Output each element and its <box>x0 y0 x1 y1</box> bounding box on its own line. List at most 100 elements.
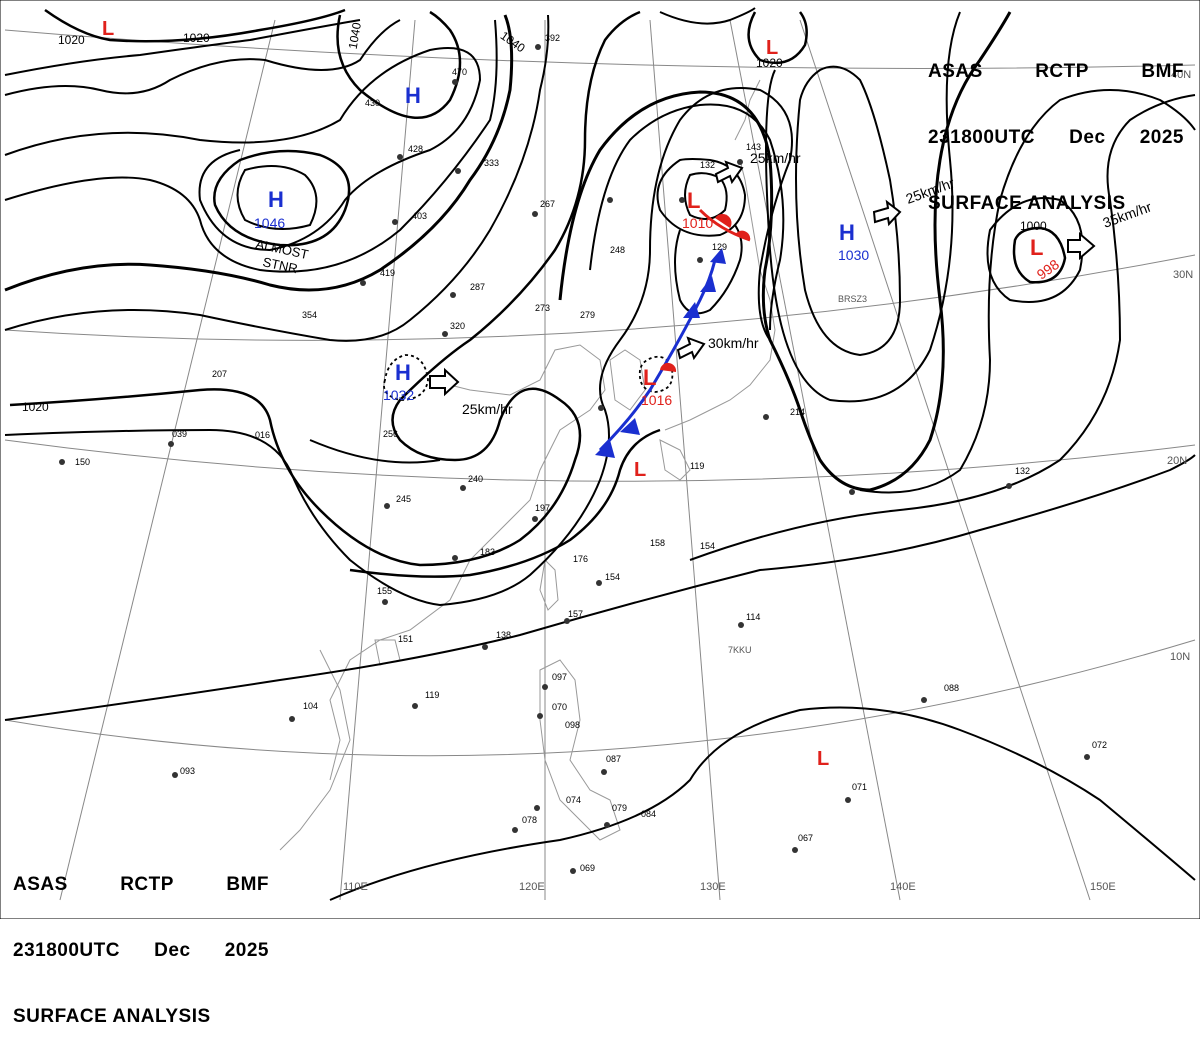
station-value: 071 <box>852 782 867 792</box>
low-center-value: 1016 <box>641 392 672 408</box>
station-value: 093 <box>180 766 195 776</box>
header-product: SURFACE ANALYSIS <box>13 1006 211 1027</box>
isobar-label: 1000 <box>1020 219 1047 233</box>
station-value: 069 <box>580 863 595 873</box>
low-center-letter: L <box>766 37 778 59</box>
station-value: 074 <box>566 795 581 805</box>
header-agency: ASAS <box>13 874 68 895</box>
station-value: 138 <box>496 630 511 640</box>
isobar <box>4 47 482 252</box>
isobar <box>4 87 793 607</box>
high-center-value: 1030 <box>838 247 869 263</box>
isobar <box>4 14 550 342</box>
station-value: 119 <box>425 690 439 700</box>
high-center-letter: H <box>268 187 284 212</box>
station-value: 143 <box>746 142 761 152</box>
station-value: 403 <box>412 211 427 221</box>
ship-id: 7KKU <box>728 645 752 655</box>
longitude-label: 120E <box>519 881 545 893</box>
longitude-label: 130E <box>700 881 726 893</box>
isobar <box>986 197 1084 303</box>
warm-front-bump <box>660 362 677 372</box>
station-value: 183 <box>480 547 495 557</box>
coastline-korea <box>609 349 646 411</box>
station-value: 430 <box>365 98 380 108</box>
station-value: 119 <box>690 461 704 471</box>
isobar <box>9 10 641 567</box>
header-valid-time: 231800UTC <box>13 940 120 961</box>
isobar <box>1012 226 1067 284</box>
isobar-label: 1020 <box>22 400 49 414</box>
station-value: 070 <box>552 702 567 712</box>
station-value: 197 <box>535 503 550 513</box>
station-value: 392 <box>545 33 560 43</box>
low-center-letter: L <box>643 365 656 390</box>
station-value: 098 <box>565 720 580 730</box>
station-value: 155 <box>377 586 392 596</box>
isobar <box>689 94 1196 561</box>
isobar <box>4 14 514 292</box>
header-office: BMF <box>1141 61 1184 82</box>
station-value: 039 <box>172 429 187 439</box>
header-month: Dec <box>1069 127 1106 148</box>
low-center-letter: L <box>687 188 700 213</box>
isobar-label: 1040 <box>346 21 364 50</box>
station-value: 157 <box>568 609 583 619</box>
movement-arrows <box>429 160 1096 397</box>
station-value: 067 <box>798 833 813 843</box>
isobar-label: 1020 <box>183 31 210 45</box>
cold-front-barb <box>683 302 700 318</box>
arrow-icon <box>1067 231 1096 261</box>
analysis-header-bottom-left: ASAS RCTP BMF 231800UTC Dec 2025 SURFACE… <box>13 830 269 1050</box>
isobar <box>674 224 743 315</box>
isobar <box>44 8 346 43</box>
header-station: RCTP <box>120 874 174 895</box>
cold-front-barb <box>620 418 640 435</box>
station-value: 256 <box>383 429 398 439</box>
low-center-value: 1010 <box>682 215 713 231</box>
cold-front-barb <box>710 248 726 264</box>
station-value: 129 <box>712 242 727 252</box>
cold-front-barb <box>595 440 615 458</box>
station-value: 279 <box>580 310 595 320</box>
station-value: 072 <box>1092 740 1107 750</box>
station-value: 287 <box>470 282 485 292</box>
station-value: 154 <box>605 572 620 582</box>
station-value: 114 <box>746 612 760 622</box>
header-agency: ASAS <box>928 61 983 82</box>
station-value: 176 <box>573 554 588 564</box>
isobar <box>589 103 785 331</box>
coastline-japan <box>664 159 776 431</box>
cold-front-barb <box>700 276 716 292</box>
isobar-label: 1020 <box>58 33 85 47</box>
arrow-icon <box>714 160 744 185</box>
header-product: SURFACE ANALYSIS <box>928 193 1126 214</box>
isobar <box>383 354 429 401</box>
latitude-line-40n <box>4 29 1196 69</box>
coastline-china <box>329 344 606 781</box>
latitude-label: 30N <box>1173 269 1193 281</box>
isobar <box>4 19 361 76</box>
station-value: 245 <box>396 494 411 504</box>
header-row-3: SURFACE ANALYSIS <box>13 1006 269 1028</box>
station-value: 214 <box>790 407 805 417</box>
isobar <box>558 11 1012 492</box>
station-value: 132 <box>700 160 715 170</box>
header-month: Dec <box>154 940 191 961</box>
station-value: 419 <box>380 268 395 278</box>
header-row-1: ASAS RCTP BMF <box>928 61 1184 83</box>
isobar <box>349 428 661 578</box>
station-value: 151 <box>398 634 413 644</box>
station-value: 154 <box>700 541 715 551</box>
station-value: 097 <box>552 672 567 682</box>
station-value: 207 <box>212 369 227 379</box>
analysis-header-top-right: ASAS RCTP BMF 231800UTC Dec 2025 SURFACE… <box>928 17 1184 237</box>
station-value: 248 <box>610 245 625 255</box>
header-row-3: SURFACE ANALYSIS <box>928 193 1184 215</box>
station-value: 150 <box>75 457 90 467</box>
station-value: 104 <box>303 701 318 711</box>
header-row-2: 231800UTC Dec 2025 <box>13 940 269 962</box>
motion-label: 30km/hr <box>708 335 759 351</box>
high-center-value: 1046 <box>254 215 285 231</box>
station-value: 078 <box>522 815 537 825</box>
